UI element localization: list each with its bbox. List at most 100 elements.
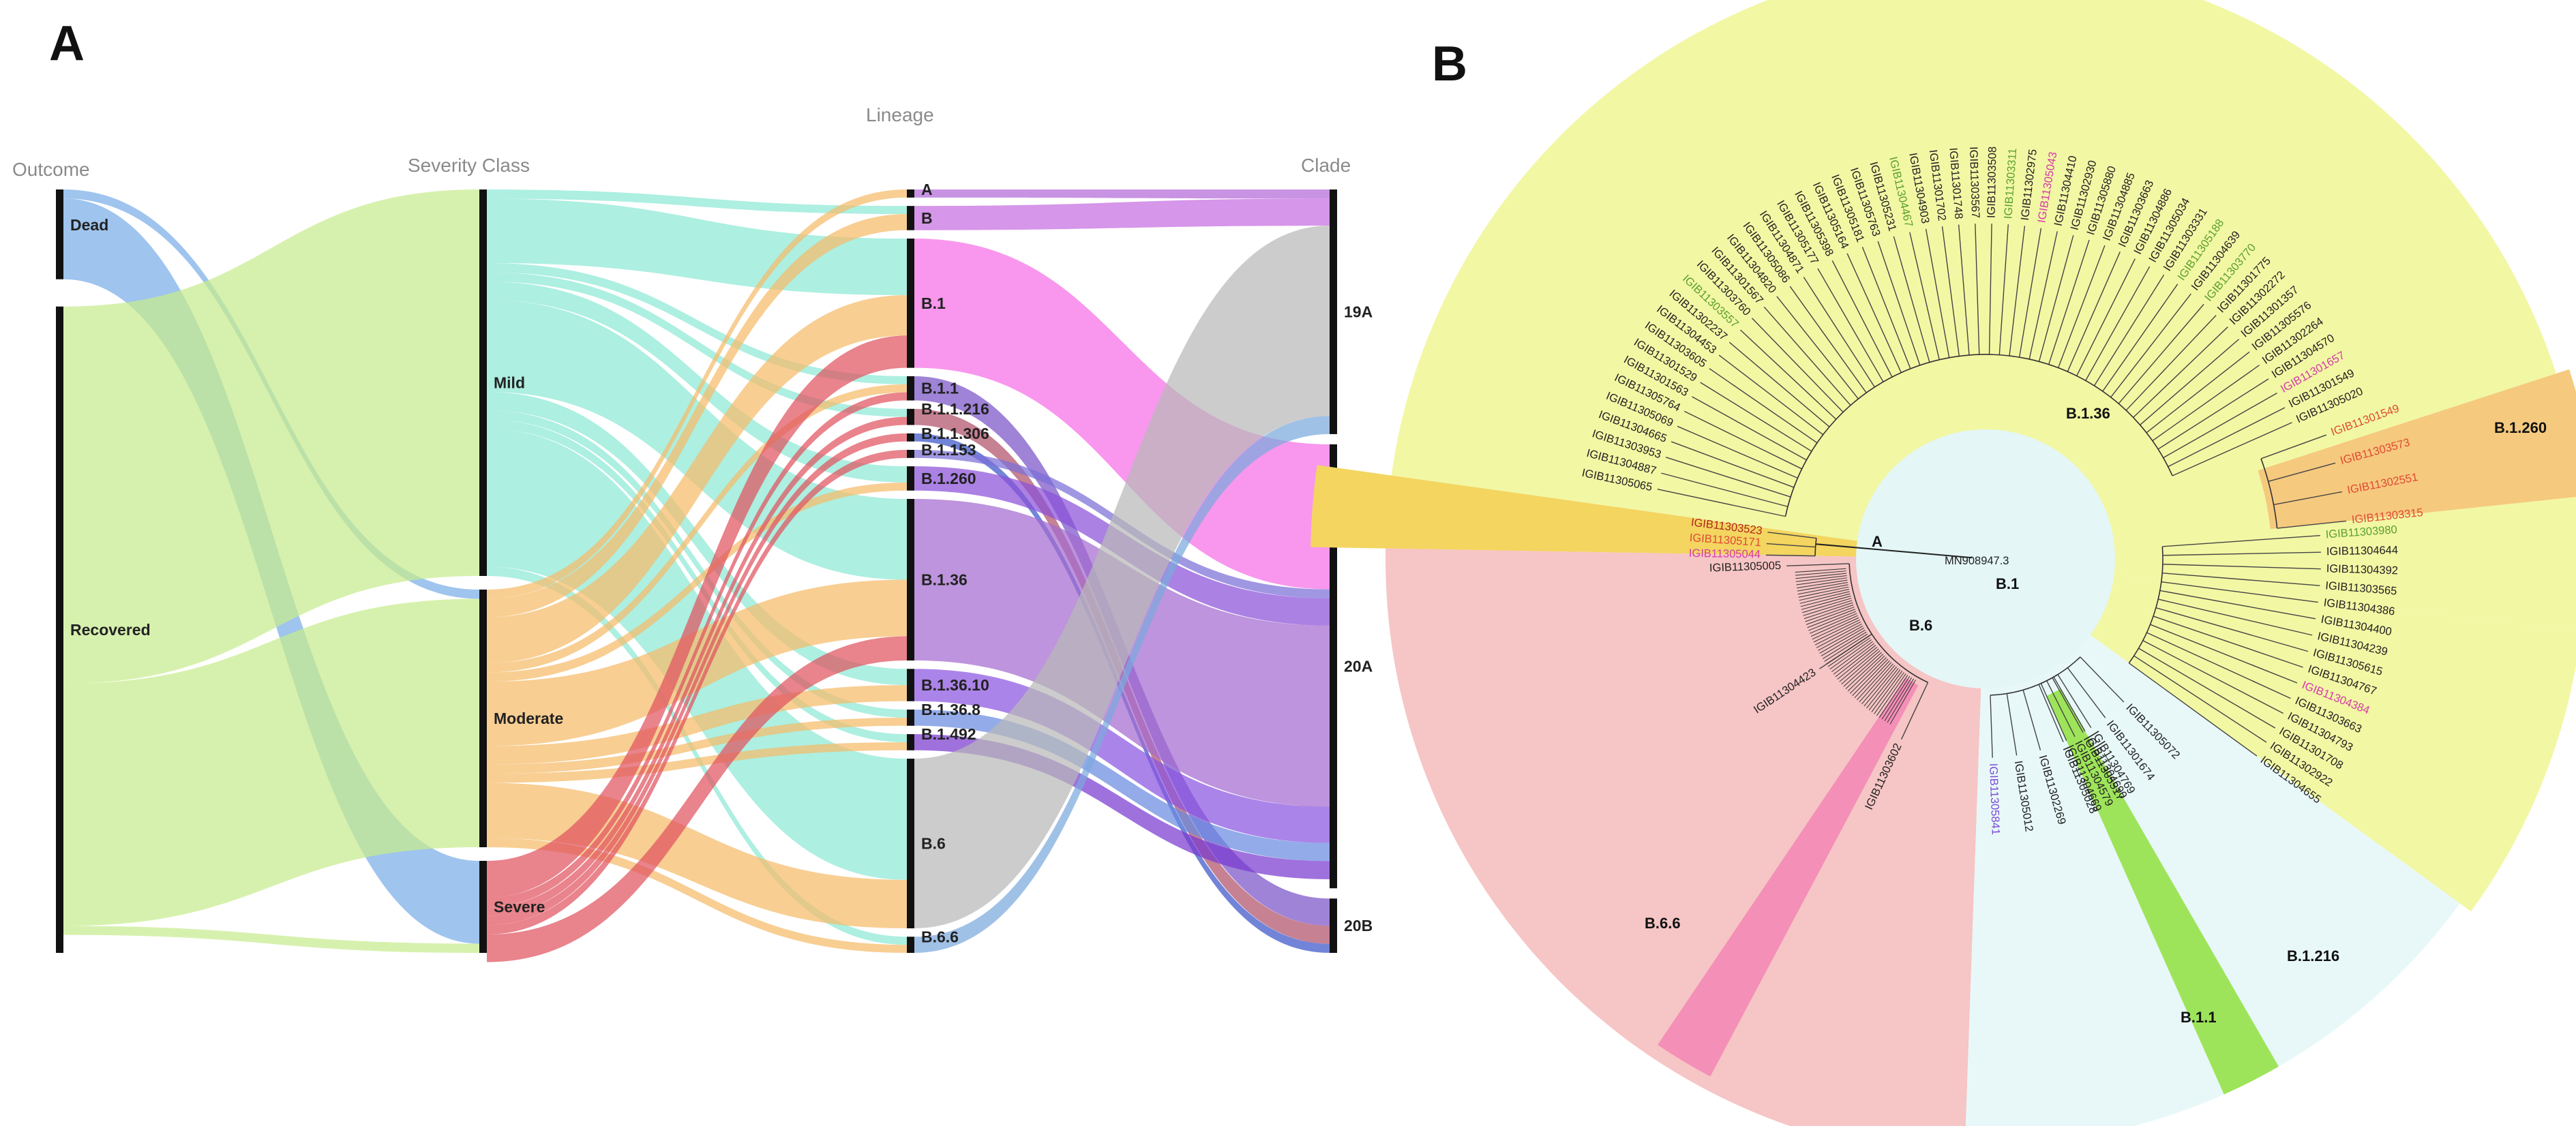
branch-b-1-36 — [1709, 368, 1818, 444]
branch-b-1-36 — [1925, 228, 1950, 358]
branch-b6-fan — [1833, 643, 1875, 675]
sankey-nodes: Dead Recovered Mild Moderate Severe AB B.1 B.1.… — [56, 181, 1373, 954]
tip-label: IGIB11305005 — [1709, 560, 1782, 575]
branch-b-1-36 — [2067, 252, 2121, 372]
branch-b-1-1 — [2038, 684, 2064, 743]
clade-label-b-6: B.6 — [1909, 617, 1932, 634]
branch-b-1-36 — [1975, 224, 1980, 355]
branch-b6-fan — [1866, 668, 1899, 709]
branch-b-1-1 — [2067, 667, 2106, 718]
node-label-b-1-1-306: B.1.1.306 — [921, 425, 989, 442]
node-label-20b: 20B — [1344, 917, 1373, 934]
node-b-1-1-216 — [907, 408, 914, 425]
node-label-b-1-1: B.1.1 — [921, 380, 959, 397]
link-severe-to-b-1-153 — [487, 449, 907, 934]
sector-b-1-36-low — [1986, 559, 2576, 912]
branch-b6-fan — [1797, 582, 1848, 592]
branch-b-1-36 — [2009, 226, 2026, 356]
branch-b6-fan — [1863, 666, 1898, 707]
branch-b-1-36 — [1803, 277, 1875, 388]
arc-a — [1814, 538, 1817, 556]
node-19a — [1330, 189, 1337, 434]
branch-b-1-lower — [2150, 624, 2298, 684]
branch-b-1-36 — [1998, 224, 2009, 355]
branch-b6-fan — [1819, 627, 1865, 654]
node-label-20a: 20A — [1344, 658, 1373, 675]
branch-b6-fan — [1807, 609, 1855, 628]
branch-b-1-36 — [1677, 425, 1798, 479]
branch-b-1-36 — [1861, 247, 1911, 369]
link-a-to-19a — [914, 189, 1330, 199]
sector-b-6-6 — [1658, 678, 1919, 1077]
branch-b-1-lower — [2162, 534, 2320, 547]
arc-b-6 — [1848, 563, 1928, 683]
branch-b-1-36 — [1817, 268, 1884, 382]
branch-b-1-36 — [2118, 303, 2204, 404]
arc-b-1-36 — [1784, 354, 2173, 517]
clade-label-a: A — [1872, 533, 1883, 550]
branch-b-1-lower — [2128, 663, 2258, 757]
node-recovered — [56, 306, 63, 954]
branch-b6-fan — [1823, 631, 1867, 659]
branch-b6-fan — [1818, 625, 1863, 651]
arc-b-1-260 — [2260, 458, 2278, 529]
arc-b-1-lower — [2128, 546, 2163, 664]
link-moderate-to-b-1-260 — [487, 482, 907, 682]
node-moderate — [479, 590, 487, 847]
node-label-recovered: Recovered — [70, 621, 151, 639]
branch-b-1-lower — [2158, 598, 2313, 636]
branch-b6-fan — [1805, 604, 1854, 622]
node-b-1-1 — [907, 376, 914, 401]
branch-b-1-36 — [2146, 351, 2250, 433]
branch-b-1-36 — [2102, 284, 2178, 392]
branch-b-1-36 — [2057, 245, 2106, 368]
branch-b6-fan — [1821, 629, 1866, 656]
sector-b-6 — [1386, 548, 1986, 1126]
branch-b6-fan — [1814, 621, 1861, 645]
branch-b6-fan — [1857, 662, 1892, 701]
branch-b-1-36 — [1671, 441, 1795, 488]
branch-b-6 — [1900, 682, 1929, 740]
branch-b-1-1 — [2080, 656, 2125, 703]
branch-b-1-lower — [2142, 640, 2284, 714]
link-b-1-492-to-20a — [914, 734, 1330, 879]
branch-b-1-36 — [1683, 410, 1802, 470]
branch-b6-fan — [1799, 589, 1850, 601]
panel-b-letter: B — [1432, 37, 1467, 91]
node-20a — [1330, 444, 1337, 889]
sector-b-1-216 — [2046, 688, 2279, 1095]
branch-b6-fan — [1795, 570, 1846, 576]
branch-b-1-lower — [2133, 655, 2267, 743]
node-label-b-1-36: B.1.36 — [921, 571, 968, 589]
branch-b-1-lower — [2162, 564, 2321, 570]
link-b-to-19a — [914, 198, 1330, 230]
branch-b6-fan — [1799, 591, 1850, 604]
tree-clade-labels: MN908947.3 B.1.36 B.1.260 A B.1 B.6 B.6.6 B.1.1… — [1645, 405, 2547, 1026]
branch-b6-fan — [1795, 568, 1846, 573]
branch-b6-fan — [1797, 579, 1848, 589]
branch-b-1-36 — [2093, 274, 2165, 386]
branch-b6-fan — [1831, 641, 1874, 673]
branch-b6-fan — [1845, 654, 1884, 690]
node-mild — [479, 189, 487, 576]
node-b-1-36-10 — [907, 669, 914, 701]
link-moderate-to-b-1-36-8 — [487, 717, 907, 774]
branch-b6-fan — [1826, 635, 1870, 665]
branch-b-1-lower — [2138, 648, 2276, 729]
link-recovered-to-mild — [63, 189, 479, 684]
axis-title-severity-class: Severity Class — [408, 155, 530, 176]
node-a — [907, 189, 914, 198]
tree-root-disc — [1856, 429, 2115, 688]
branch-b6-fan — [1889, 680, 1916, 725]
branch-b-1-216 — [2052, 678, 2084, 733]
branch-b6-fan — [1876, 673, 1906, 716]
branch-b6-fan — [1827, 637, 1871, 667]
node-label-severe: Severe — [494, 898, 545, 916]
tip-label: IGIB11304644 — [2326, 544, 2399, 558]
branch-b-1-36 — [2125, 315, 2217, 411]
branch-b-1-1 — [1990, 695, 1993, 758]
branch-b6-fan — [1881, 675, 1911, 720]
branch-b6-fan — [1829, 639, 1872, 670]
branch-b-1-36 — [1941, 226, 1960, 356]
